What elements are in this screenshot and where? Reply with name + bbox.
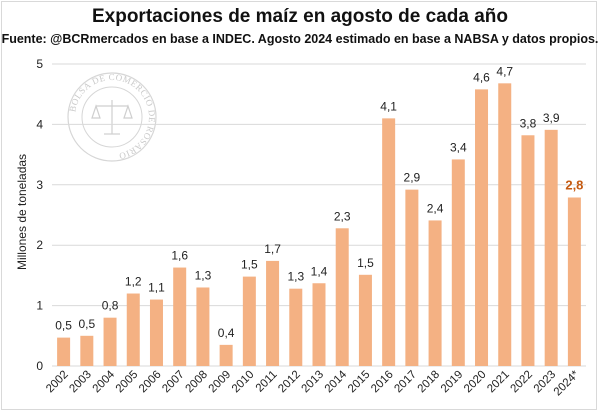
data-label: 4,6 (473, 70, 490, 84)
chart-subtitle: Fuente: @BCRmercados en base a INDEC. Ag… (1, 32, 599, 46)
bar (173, 267, 187, 366)
y-axis-label: Millones de toneladas (15, 154, 29, 270)
y-tick-label: 3 (36, 178, 43, 192)
watermark-outer-ring (67, 72, 157, 162)
data-label: 3,9 (543, 111, 560, 125)
data-label: 2,3 (334, 209, 351, 223)
scales-of-justice-icon (91, 100, 133, 135)
x-tick-label: 2017 (392, 369, 419, 396)
x-tick-label: 2005 (114, 369, 141, 396)
data-label: 1,4 (311, 264, 328, 278)
bar (475, 89, 489, 367)
data-label: 0,8 (102, 299, 119, 313)
data-label: 1,5 (241, 258, 258, 272)
y-axis-ticks: 0 1 2 3 4 5 (36, 57, 43, 373)
x-tick-label: 2009 (207, 369, 234, 396)
x-tick-label: 2019 (439, 369, 466, 396)
data-label: 3,8 (520, 116, 537, 130)
bar (312, 283, 326, 366)
bar (567, 197, 581, 366)
bar (382, 118, 396, 366)
x-tick-label: 2010 (230, 369, 257, 396)
bar (196, 287, 210, 366)
bar (266, 260, 280, 366)
x-tick-label: 2021 (485, 369, 512, 396)
data-label: 0,4 (218, 326, 235, 340)
data-label: 1,6 (171, 249, 188, 263)
data-label: 4,7 (496, 64, 513, 78)
watermark: BOLSA DE COMERCIO DE ROSARIO (67, 72, 157, 162)
bar (428, 220, 442, 366)
data-label: 1,7 (264, 242, 281, 256)
bar (405, 189, 419, 366)
bar (498, 83, 512, 366)
bar (126, 293, 140, 366)
data-label: 1,3 (195, 268, 212, 282)
data-label: 1,2 (125, 275, 142, 289)
bar (521, 135, 535, 366)
y-tick-label: 2 (36, 238, 43, 252)
x-tick-label: 2007 (160, 369, 187, 396)
bar (80, 335, 94, 366)
bar (242, 276, 256, 366)
x-tick-label: 2022 (508, 369, 535, 396)
data-label: 4,1 (380, 99, 397, 113)
x-tick-label: 2006 (137, 369, 164, 396)
bar (149, 299, 163, 366)
watermark-inner-ring (81, 86, 143, 148)
bar (289, 288, 303, 366)
x-tick-label: 2015 (346, 369, 373, 396)
bars (57, 83, 581, 367)
bar (219, 344, 233, 366)
x-tick-label: 2004 (91, 368, 118, 395)
y-tick-label: 4 (36, 117, 43, 131)
data-label: 0,5 (78, 317, 95, 331)
data-label: 1,5 (357, 256, 374, 270)
y-tick-label: 1 (36, 299, 43, 313)
x-tick-label: 2002 (44, 369, 71, 396)
x-tick-label: 2012 (276, 369, 303, 396)
bar (358, 274, 372, 366)
data-label: 1,1 (148, 281, 165, 295)
chart-title: Exportaciones de maíz en agosto de cada … (91, 6, 508, 27)
bar (57, 337, 71, 366)
x-tick-label: 2013 (300, 369, 327, 396)
data-label: 2,9 (404, 171, 421, 185)
bar (103, 317, 117, 366)
y-tick-label: 5 (36, 57, 43, 71)
x-tick-label: 2020 (462, 369, 489, 396)
data-label: 3,4 (450, 140, 467, 154)
bar (451, 159, 465, 366)
bar (335, 228, 349, 366)
data-label: 2,4 (427, 201, 444, 215)
x-tick-label: 2014 (323, 368, 350, 395)
x-tick-label: 2011 (254, 369, 280, 395)
x-tick-label: 2003 (67, 369, 94, 396)
data-labels: 0,5 0,5 0,8 1,2 1,1 1,6 1,3 0,4 1,5 1,7 1,3 1,4 2,3 1… (55, 64, 583, 340)
bar (544, 129, 558, 366)
x-tick-label: 2024* (552, 368, 582, 398)
x-tick-label: 2016 (369, 369, 396, 396)
data-label: 1,3 (287, 270, 304, 284)
x-axis-ticks: 2002200320042005200620072008200920102011… (44, 368, 582, 398)
data-label: 2,8 (565, 177, 583, 192)
x-tick-label: 2018 (416, 369, 443, 396)
data-label: 0,5 (55, 319, 72, 333)
y-tick-label: 0 (36, 359, 43, 373)
x-tick-label: 2008 (183, 369, 210, 396)
